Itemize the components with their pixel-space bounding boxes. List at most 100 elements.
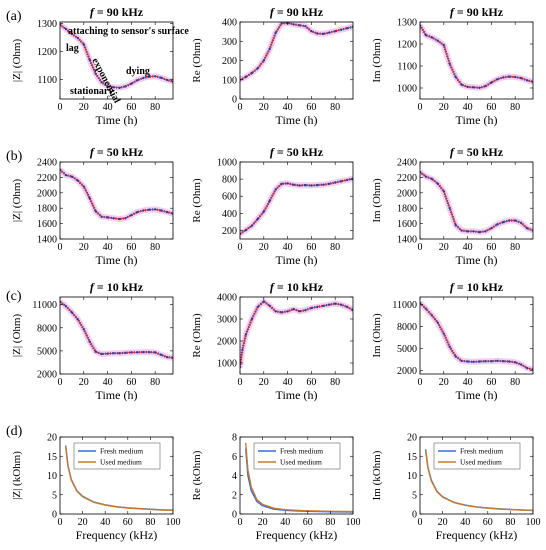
x-axis-label: Time (h)	[96, 113, 138, 127]
data-point	[436, 39, 439, 42]
axes-box	[239, 296, 354, 375]
data-point	[148, 351, 151, 354]
x-axis-label: Time (h)	[456, 113, 498, 127]
data-point	[256, 305, 259, 308]
y-axis-label: |Z| (Ohm)	[11, 179, 23, 223]
data-point	[94, 350, 97, 353]
x-tick-label: 40	[103, 102, 113, 113]
measured-line	[60, 300, 173, 359]
y-tick-label: 10	[407, 471, 417, 482]
data-point	[496, 359, 499, 362]
panel-a2: f = 90 kHz 0 20 40 60 80 0 100 200 300 400 Time (h)…	[191, 5, 354, 127]
data-point	[316, 305, 319, 308]
x-tick-label: 80	[145, 517, 155, 528]
y-tick-label: 1200	[37, 47, 57, 58]
x-tick-label: 100	[166, 517, 181, 528]
y-tick-label: 0	[412, 510, 417, 521]
legend-label: Used medium	[280, 458, 322, 467]
data-point	[136, 351, 139, 354]
y-tick-label: 300	[222, 37, 237, 48]
x-tick-label: 0	[418, 102, 423, 113]
panel-title: f = 10 kHz	[270, 280, 324, 294]
data-point	[148, 208, 151, 211]
x-tick-label: 40	[460, 517, 470, 528]
data-point	[442, 44, 445, 47]
x-tick-label: 40	[103, 377, 113, 388]
panel-title: f = 10 kHz	[450, 280, 504, 294]
y-tick-label: 1800	[397, 204, 417, 215]
y-tick-label: 2	[232, 490, 237, 501]
y-tick-label: 0	[52, 510, 57, 521]
data-point	[166, 211, 169, 214]
y-tick-label: 4	[232, 471, 237, 482]
y-tick-label: 800	[222, 175, 237, 186]
x-tick-label: 0	[58, 517, 63, 528]
x-tick-label: 0	[58, 242, 63, 253]
x-tick-label: 60	[126, 377, 136, 388]
panel-a3: f = 90 kHz 0 20 40 60 80 1000 1100 1200 1300 Time …	[371, 5, 534, 127]
annotation-attaching: attaching to sensor's surface	[68, 26, 189, 37]
x-axis-label: Frequency (kHz)	[256, 528, 338, 542]
data-point	[514, 75, 517, 79]
data-point	[346, 178, 349, 182]
y-tick-label: 100	[222, 75, 237, 86]
y-tick-label: 2200	[37, 173, 57, 184]
data-point	[76, 179, 79, 182]
data-point	[64, 27, 67, 31]
data-point	[124, 85, 127, 88]
x-tick-label: 20	[78, 517, 88, 528]
data-point	[118, 217, 121, 221]
y-tick-label: 2000	[397, 188, 417, 199]
x-tick-label: 40	[100, 517, 110, 528]
data-point	[292, 183, 295, 186]
data-point	[268, 304, 271, 307]
data-point	[298, 24, 301, 27]
y-tick-label: 2000	[37, 188, 57, 199]
plot-area	[420, 300, 533, 373]
data-point	[484, 230, 487, 233]
plot-area	[420, 23, 533, 91]
data-point	[460, 229, 463, 232]
variance-band	[420, 23, 533, 91]
data-point	[472, 86, 475, 89]
series-line-used-medium	[65, 446, 173, 511]
data-point	[268, 199, 271, 202]
x-tick-label: 80	[505, 517, 515, 528]
annotation-exponential: exponential	[89, 56, 122, 105]
y-axis-label: Im (Ohm)	[371, 38, 383, 83]
y-tick-label: 2400	[37, 158, 57, 169]
x-tick-label: 0	[238, 377, 243, 388]
y-axis-label: Re (Ohm)	[191, 178, 203, 223]
data-point	[442, 332, 445, 335]
y-tick-label: 200	[222, 56, 237, 67]
x-axis-label: Time (h)	[276, 113, 318, 127]
data-point	[106, 352, 109, 355]
data-point	[322, 183, 325, 186]
data-point	[76, 36, 79, 40]
x-tick-label: 60	[126, 102, 136, 113]
y-tick-label: 200	[222, 226, 237, 237]
x-tick-label: 40	[283, 242, 293, 253]
y-axis-label: Im (kOhm)	[371, 450, 383, 500]
data-point	[310, 306, 313, 310]
x-tick-label: 60	[303, 517, 313, 528]
data-point	[322, 304, 325, 307]
panel-letter-3: (d)	[6, 424, 23, 439]
data-point	[130, 82, 133, 85]
legend-label: Used medium	[460, 458, 502, 467]
y-tick-label: 11000	[392, 300, 417, 311]
title-variable: f	[450, 280, 455, 294]
y-axis-label: Im (Ohm)	[371, 178, 383, 223]
data-point	[280, 22, 283, 25]
data-point	[298, 184, 301, 187]
data-point	[166, 78, 169, 82]
panel-letter-0: (a)	[6, 9, 22, 24]
data-point	[424, 307, 427, 310]
title-value: = 50 kHz	[274, 145, 324, 159]
data-point	[160, 209, 163, 212]
legend-label: Used medium	[100, 458, 142, 467]
y-tick-label: 2000	[217, 337, 237, 348]
data-point	[496, 223, 499, 226]
x-tick-label: 40	[463, 377, 473, 388]
